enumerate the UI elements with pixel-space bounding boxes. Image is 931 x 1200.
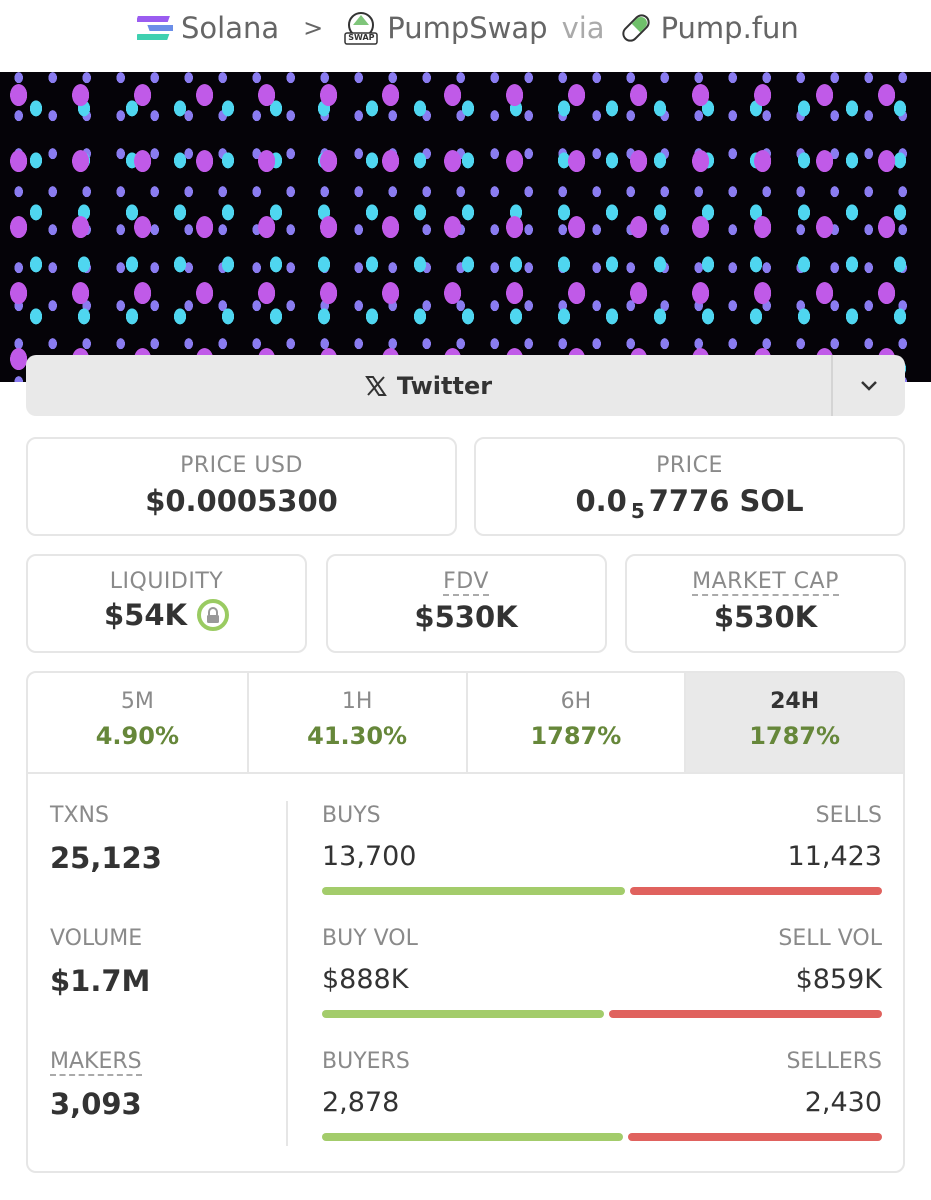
- stat-label-wrap: FDV: [328, 569, 605, 596]
- social-bar: Twitter: [26, 355, 905, 416]
- split-right-value: 11,423: [787, 841, 882, 872]
- summary-label: TXNS: [50, 803, 109, 828]
- price-label: PRICE: [656, 453, 723, 478]
- tab-change: 4.90%: [95, 722, 179, 750]
- banner-image: [0, 72, 931, 382]
- split-left-label: BUYS: [322, 803, 381, 828]
- price-subscript: 5: [630, 498, 645, 523]
- solana-icon: [137, 16, 173, 40]
- price-usd-card: PRICE USD $0.0005300: [26, 437, 457, 536]
- stat-value-text: $530K: [414, 600, 518, 634]
- split-right-value: 2,430: [804, 1087, 882, 1118]
- split-left-value: 2,878: [322, 1087, 400, 1118]
- x-icon: [365, 375, 387, 396]
- stat-value: $54K: [28, 598, 305, 632]
- tab-change: 1787%: [530, 722, 622, 750]
- tab-row: 5M 4.90% 1H 41.30% 6H 1787% 24H 1787%: [28, 673, 903, 774]
- time-tab[interactable]: 6H 1787%: [465, 673, 685, 772]
- stat-value-text: $530K: [713, 600, 818, 634]
- split-right-label: SELLERS: [786, 1049, 882, 1074]
- summary-label: MAKERS: [50, 1049, 142, 1076]
- tab-label: 5M: [120, 689, 154, 714]
- summary-value: 25,123: [50, 841, 162, 875]
- buy-bar: [322, 887, 625, 895]
- dex-link[interactable]: PumpSwap: [387, 11, 548, 45]
- twitter-label: Twitter: [396, 371, 493, 400]
- stat-label-wrap: MARKET CAP: [627, 569, 904, 596]
- summary-value: 3,093: [50, 1087, 142, 1121]
- tab-label: 6H: [560, 689, 592, 714]
- split-left-label: BUYERS: [322, 1049, 410, 1074]
- sell-bar: [629, 887, 882, 895]
- divider: [286, 801, 288, 1146]
- split-left-value: 13,700: [322, 841, 417, 872]
- via: via: [561, 11, 605, 45]
- summary-label: VOLUME: [50, 926, 143, 951]
- tab-change: 41.30%: [307, 722, 408, 750]
- stat-value: $530K: [328, 600, 605, 634]
- stat-label: FDV: [443, 569, 489, 596]
- chevron-icon: [861, 380, 877, 391]
- twitter-button[interactable]: Twitter: [26, 372, 831, 400]
- time-tab[interactable]: 24H 1787%: [684, 673, 903, 772]
- split-right-label: SELL VOL: [778, 926, 882, 951]
- stat-value: $530K: [627, 600, 904, 634]
- stat-card: FDV $530K: [325, 554, 607, 653]
- time-tab[interactable]: 1H 41.30%: [246, 673, 466, 772]
- lock-icon: [197, 599, 229, 631]
- pill-icon: [621, 14, 650, 42]
- tab-label: 24H: [770, 689, 820, 714]
- price-prefix: 0.0: [575, 484, 627, 518]
- launchpad-link[interactable]: Pump.fun: [660, 11, 799, 45]
- dex-icon: SWAP: [343, 11, 379, 45]
- social-dropdown[interactable]: [831, 355, 905, 416]
- breadcrumb: Solana > SWAP PumpSwap via Pump.fun: [137, 8, 799, 48]
- tab-label: 1H: [341, 689, 373, 714]
- split-right-label: SELLS: [815, 803, 882, 828]
- summary-label-wrap: VOLUME: [50, 926, 142, 951]
- price-card: PRICE 0.0 5 7776 SOL: [474, 437, 905, 536]
- buy-bar: [322, 1010, 605, 1018]
- chain-link[interactable]: Solana: [181, 11, 280, 45]
- txn-panel: 5M 4.90% 1H 41.30% 6H 1787% 24H 1787% TXNS 25,12…: [26, 671, 905, 1173]
- split-right-value: $859K: [795, 964, 882, 995]
- stat-value-text: $54K: [103, 598, 187, 632]
- split-left-label: BUY VOL: [322, 926, 418, 951]
- price-usd-value: $0.0005300: [145, 484, 338, 518]
- price-suffix: 7776 SOL: [648, 484, 804, 518]
- stat-label-wrap: LIQUIDITY: [28, 569, 305, 594]
- buy-bar: [322, 1133, 623, 1141]
- summary-label-wrap: TXNS: [50, 803, 109, 828]
- sell-bar: [609, 1010, 882, 1018]
- sell-bar: [627, 1133, 882, 1141]
- summary-value: $1.7M: [50, 964, 151, 998]
- price-value: 0.0 5 7776 SOL: [476, 484, 903, 523]
- price-usd-label: PRICE USD: [180, 453, 303, 478]
- stat-label: MARKET CAP: [692, 569, 839, 596]
- time-tab[interactable]: 5M 4.90%: [28, 673, 247, 772]
- tab-change: 1787%: [749, 722, 841, 750]
- separator: >: [303, 14, 324, 42]
- dex-badge: SWAP: [348, 33, 375, 42]
- stat-label: LIQUIDITY: [109, 569, 224, 594]
- stat-card: LIQUIDITY $54K: [26, 554, 307, 653]
- stat-card: MARKET CAP $530K: [625, 554, 906, 653]
- summary-label-wrap: MAKERS: [50, 1049, 142, 1076]
- split-left-value: $888K: [322, 964, 409, 995]
